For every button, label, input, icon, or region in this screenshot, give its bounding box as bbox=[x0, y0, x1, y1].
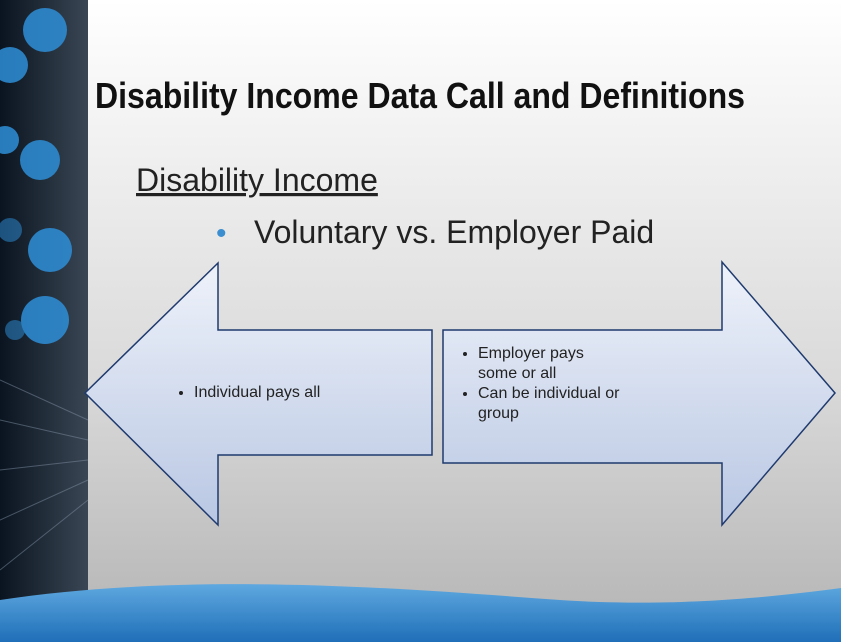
bullet-text: Voluntary vs. Employer Paid bbox=[254, 214, 654, 250]
left-list: Individual pays all bbox=[168, 383, 418, 403]
list-item: Employer pays some or all bbox=[478, 344, 608, 384]
slide-title: Disability Income Data Call and Definiti… bbox=[95, 75, 745, 116]
list-item: Can be individual or group bbox=[478, 384, 658, 424]
left-arrow-text: Individual pays all bbox=[168, 383, 418, 403]
right-list: Employer pays some or allCan be individu… bbox=[452, 344, 682, 424]
slide-canvas: Disability Income Data Call and Definiti… bbox=[0, 0, 841, 642]
slide: Disability Income Data Call and Definiti… bbox=[0, 0, 841, 642]
list-item: Individual pays all bbox=[194, 383, 418, 403]
subtitle: Disability Income bbox=[136, 162, 378, 198]
right-arrow-text: Employer pays some or allCan be individu… bbox=[452, 344, 682, 424]
bullet-marker: • bbox=[216, 217, 227, 250]
